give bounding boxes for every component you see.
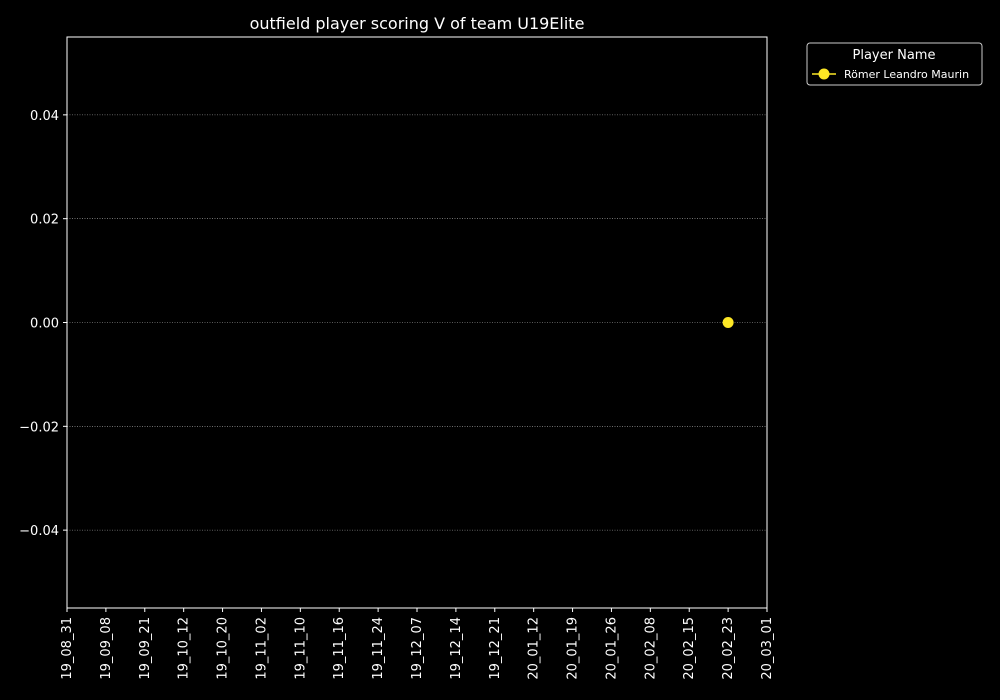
x-tick-label: 20_03_01 — [760, 617, 775, 680]
x-tick-label: 20_02_23 — [721, 617, 736, 680]
x-tick-label: 19_10_20 — [216, 617, 231, 680]
legend-label: Römer Leandro Maurin — [844, 68, 969, 81]
x-tick-label: 20_01_26 — [604, 617, 619, 680]
legend-entries: Römer Leandro Maurin — [812, 68, 969, 81]
plot-frame — [66, 36, 768, 609]
x-tick-label: 19_09_21 — [138, 617, 153, 680]
legend-box — [806, 42, 983, 86]
y-tick-label: −0.02 — [19, 420, 59, 435]
data-points — [722, 317, 734, 328]
x-tick-label: 19_11_10 — [293, 617, 308, 680]
x-tick-label: 20_01_12 — [527, 617, 542, 680]
legend-title: Player Name — [853, 48, 936, 63]
y-tick-label: 0.02 — [30, 213, 59, 228]
grid — [67, 114, 767, 531]
data-point — [722, 317, 734, 328]
x-tick-label: 19_12_21 — [488, 617, 503, 680]
x-tick-label: 19_12_07 — [410, 617, 425, 680]
y-tick-label: 0.00 — [30, 317, 59, 332]
y-axis: −0.04 −0.02 0.00 0.02 0.04 — [19, 109, 67, 539]
x-tick-label: 19_10_12 — [177, 617, 192, 680]
x-tick-label: 19_12_14 — [449, 617, 464, 680]
x-tick-label: 20_02_15 — [682, 617, 697, 680]
x-tick-label: 19_11_16 — [332, 617, 347, 680]
x-tick-label: 20_02_08 — [643, 617, 658, 680]
x-tick-label: 19_08_31 — [60, 617, 75, 680]
x-tick-label: 20_01_19 — [566, 617, 581, 680]
chart-title: outfield player scoring V of team U19Eli… — [250, 14, 585, 33]
x-axis: 19_08_31 19_09_08 19_09_21 19_10_12 19_10_20… — [60, 608, 775, 680]
legend: Player Name Römer Leandro Maurin — [806, 42, 983, 86]
legend-marker — [818, 68, 830, 80]
x-tick-label: 19_11_02 — [254, 617, 269, 680]
y-tick-label: 0.04 — [30, 109, 59, 124]
x-tick-label: 19_09_08 — [99, 617, 114, 680]
y-tick-label: −0.04 — [19, 524, 59, 539]
x-tick-label: 19_11_24 — [371, 617, 386, 680]
